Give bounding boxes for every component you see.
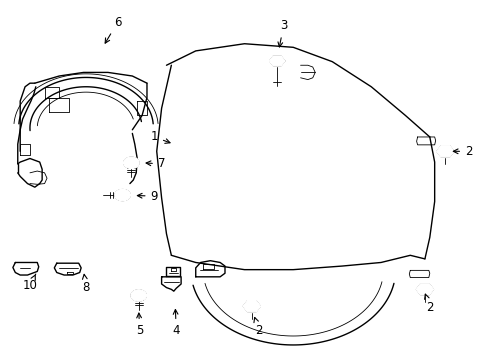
Text: 6: 6	[105, 16, 121, 43]
Text: 2: 2	[424, 294, 433, 314]
Polygon shape	[131, 290, 146, 301]
Polygon shape	[436, 146, 453, 157]
Text: 2: 2	[452, 145, 471, 158]
Text: 3: 3	[277, 19, 286, 47]
Text: 2: 2	[253, 318, 263, 337]
Text: 4: 4	[172, 310, 180, 337]
Text: 9: 9	[137, 190, 158, 203]
Polygon shape	[123, 157, 139, 168]
Text: 5: 5	[136, 313, 143, 337]
Polygon shape	[115, 189, 130, 201]
Text: 7: 7	[146, 157, 165, 170]
Text: 8: 8	[82, 274, 89, 294]
Polygon shape	[269, 56, 285, 66]
Text: 1: 1	[150, 130, 170, 144]
Polygon shape	[415, 284, 433, 295]
Text: 10: 10	[22, 274, 37, 292]
Polygon shape	[243, 301, 260, 312]
